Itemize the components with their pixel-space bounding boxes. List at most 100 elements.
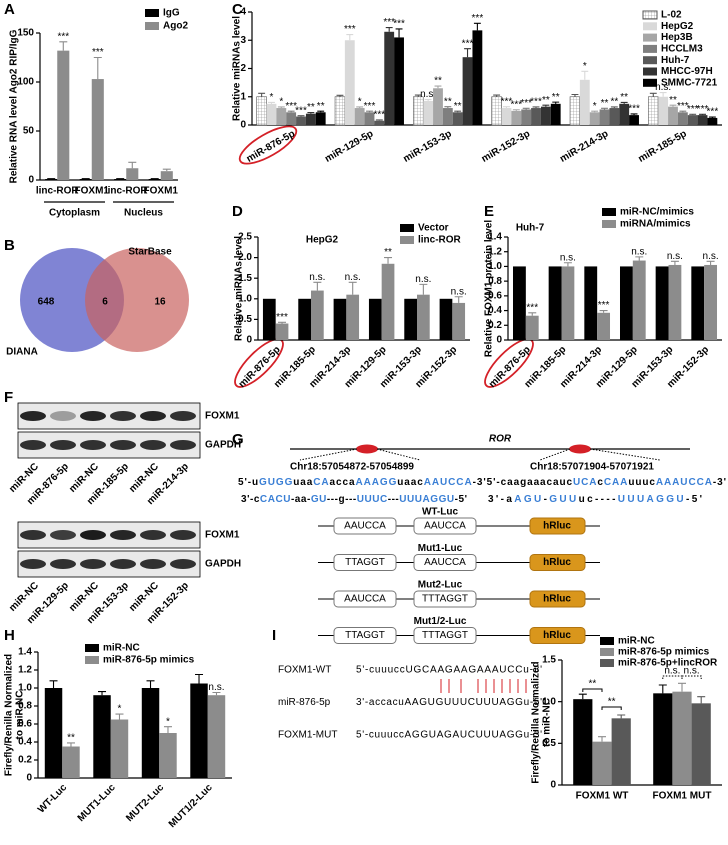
error-bar [375,119,383,121]
blot-band [20,530,46,540]
significance-label: *** [687,104,699,115]
legend-swatch [85,656,99,664]
significance-label: *** [344,24,356,35]
blot-row-label: FOXM1 [205,411,240,422]
highlight-ellipse [238,125,298,165]
bar [707,117,718,125]
x-tick-label: FOXM1 [144,186,179,197]
sequence-segment: 3'-a [488,494,512,505]
error-bar [278,321,287,324]
bar [315,112,326,125]
x-tick-label: miR-153-3p [401,128,453,164]
significance-label: * [593,101,597,112]
sequence-segment: --- [388,494,399,505]
significance-label: ** [610,97,618,108]
bar [599,109,610,125]
reporter-box [529,590,586,608]
bar [433,88,443,125]
bar [672,691,692,785]
x-tick-label: miR-129-5p [323,128,375,164]
legend-label: miR-NC [103,643,140,654]
significance-label: *** [677,101,689,112]
significance-label: n.s. [420,89,436,100]
legend-label: miR-NC [618,636,655,647]
significance-label: *** [383,17,395,28]
bar [413,96,424,126]
significance-label: *** [501,96,513,107]
site-sequence: AAUCCA [424,557,466,568]
legend-swatch [600,637,614,645]
venn-count: 6 [102,297,108,308]
sequence-segment: uc---- [579,494,616,505]
sequence-segment: UUUAGGU [618,494,684,505]
bar [540,106,551,125]
error-bar [689,113,697,116]
error-bar [258,92,266,97]
y-tick-label: 0.5 [238,314,252,325]
blot-band [50,530,76,540]
bar [45,179,58,180]
error-bar [473,22,481,31]
y-tick-label: 2 [240,63,246,74]
y-tick-label: 0.5 [542,738,556,749]
significance-label: ** [454,101,462,112]
error-bar [313,281,322,291]
x-tick-label: miR-876-5p [245,128,297,164]
blot-band [50,440,76,450]
sequence-segment: CACU [260,494,290,505]
bar [141,688,160,778]
sequence-segment: CAA [604,477,628,488]
significance-label: ** [601,98,609,109]
legend-label: miRNA/mimics [620,219,691,230]
y-tick-label: 0 [28,175,34,186]
legend-label: linc-ROR [418,235,462,246]
legend-swatch [643,33,657,42]
error-bar [336,94,344,97]
construct-name: Mut1/2-Luc [414,616,467,627]
venn-circle [85,248,189,352]
bar [404,298,417,340]
blot-row-label: FOXM1 [205,530,240,541]
bar [423,100,434,125]
bar [619,266,633,340]
comparison-label: n.s. [684,666,700,677]
legend-label: L-02 [661,10,682,21]
bar [687,115,698,125]
bar [364,112,375,125]
comparison-bracket [662,675,683,679]
bar [521,109,532,125]
group-label: Cytoplasm [49,208,100,219]
significance-label: * [270,92,274,103]
error-bar [630,113,638,116]
y-tick-label: 0.2 [18,755,32,766]
error-bar [317,110,325,113]
mirna-sequence: 3'-a AGU - GUU uc---- UUUAGGU -5' [488,494,702,505]
sequence-segment: UCA [573,477,597,488]
y-tick-label: 150 [17,28,34,39]
bar [452,112,463,125]
error-bar [493,94,501,97]
legend-swatch [642,10,658,20]
site-leader [299,448,661,461]
comparison-bracket [582,688,603,692]
sequence-segment: AAUCCA [424,477,472,488]
error-bar [163,726,172,733]
bar [632,260,646,340]
legend-label: Huh-7 [661,55,690,66]
legend-swatch [643,67,657,76]
bar [525,315,539,340]
bar [344,40,355,125]
bar [501,108,512,125]
significance-label: *** [697,104,709,115]
bar [354,108,365,125]
blot-band [110,530,136,540]
error-bar [670,260,679,265]
blot-band [50,411,76,421]
bar [668,106,678,125]
bar [658,96,669,125]
bar [584,266,598,340]
significance-label: *** [707,107,719,118]
y-tick-label: 0.6 [488,290,502,301]
bar [511,110,522,125]
blot-band [50,559,76,569]
